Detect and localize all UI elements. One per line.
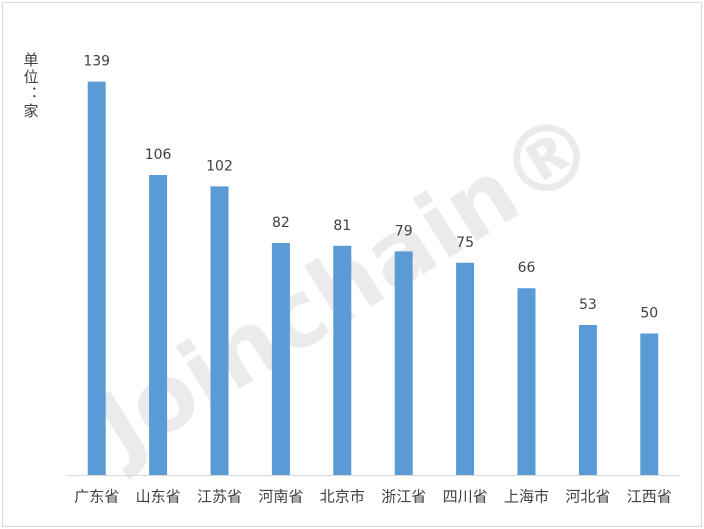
bar (517, 288, 536, 475)
x-tick-label: 北京市 (320, 488, 365, 506)
x-tick-label: 广东省 (74, 488, 119, 506)
x-tick-label: 河南省 (258, 488, 303, 506)
bar (394, 251, 413, 475)
data-label: 66 (518, 260, 536, 276)
data-label: 106 (145, 147, 172, 163)
data-label: 81 (333, 218, 351, 234)
x-tick-label: 上海市 (504, 488, 549, 506)
data-label: 139 (83, 54, 110, 70)
x-tick-label: 浙江省 (381, 488, 426, 506)
x-tick-label: 山东省 (136, 488, 181, 506)
bar (456, 262, 475, 475)
data-label: 53 (579, 297, 597, 313)
data-label: 79 (395, 223, 413, 239)
bar (149, 175, 168, 475)
bar (210, 186, 229, 475)
bar (578, 325, 597, 475)
x-tick-label: 四川省 (443, 488, 488, 506)
data-label: 102 (206, 158, 233, 174)
bar (271, 242, 290, 475)
y-axis-label: 单位：家 (22, 52, 40, 120)
bar (87, 81, 106, 475)
data-label: 75 (456, 235, 474, 251)
data-label: 82 (272, 215, 290, 231)
x-tick-label: 江苏省 (197, 488, 242, 506)
bar (333, 245, 352, 475)
x-tick-label: 河北省 (565, 488, 610, 506)
data-label: 50 (640, 306, 658, 322)
x-tick-label: 江西省 (627, 488, 672, 506)
bar (640, 333, 659, 475)
